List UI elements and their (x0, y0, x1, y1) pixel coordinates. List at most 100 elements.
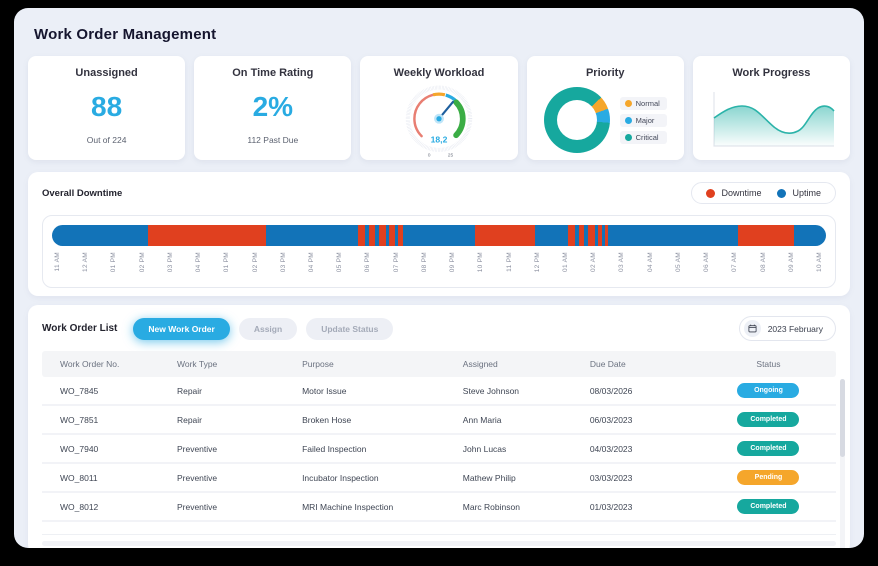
legend-label: Downtime (721, 188, 762, 198)
status-badge: Completed (737, 412, 800, 427)
table-row[interactable]: WO_7845 Repair Motor Issue Steve Johnson… (42, 377, 836, 406)
table-row[interactable]: WO_7851 Repair Broken Hose Ann Maria 06/… (42, 406, 836, 435)
time-label: 04 AM (646, 252, 654, 272)
time-label: 10 PM (477, 252, 485, 273)
downtime-segment (737, 225, 795, 246)
col-header[interactable]: Work Type (176, 359, 218, 369)
kpi-value: 88 (91, 91, 123, 122)
workload-gauge-chart: 18,2 0 25 (360, 81, 517, 168)
normal-dot-icon (624, 99, 632, 107)
downtime-segment (147, 225, 266, 246)
status-badge: Ongoing (737, 383, 800, 398)
downtime-segment (604, 225, 609, 246)
legend-item-critical[interactable]: Critical (619, 130, 667, 144)
downtime-segment (357, 225, 365, 246)
cell-due-date: 06/03/2023 (589, 414, 633, 425)
legend-item-uptime[interactable]: Uptime (777, 188, 821, 198)
time-label: 04 PM (308, 252, 315, 273)
table-row[interactable]: WO_8011 Preventive Incubator Inspection … (42, 464, 836, 493)
horizontal-scrollbar[interactable] (42, 541, 836, 546)
downtime-segment (568, 225, 576, 246)
empty-row (42, 522, 836, 535)
legend-item-normal[interactable]: Normal (619, 96, 667, 110)
time-label: 09 PM (449, 252, 457, 273)
time-label: 03 AM (618, 252, 626, 272)
calendar-icon (743, 320, 761, 337)
time-label: 01 PM (223, 252, 231, 273)
scrollbar-thumb[interactable] (840, 379, 845, 457)
legend-label: Uptime (792, 188, 821, 198)
col-header[interactable]: Assigned (462, 359, 498, 369)
cell-assigned: Marc Robinson (462, 501, 520, 512)
kpi-title: Priority (585, 67, 625, 79)
time-label: 03 PM (279, 252, 287, 273)
page-title: Work Order Management (34, 26, 217, 43)
priority-donut-chart (543, 87, 610, 153)
assign-button[interactable]: Assign (238, 317, 298, 340)
timeline-box: 11 AM 12 AM 01 PM 02 PM 03 PM 04 PM 01 PM 02 PM… (42, 215, 836, 288)
gauge-max-label: 25 (448, 152, 454, 158)
work-order-table: Work Order No. Work Type Purpose Assigne… (42, 351, 845, 548)
time-label: 11 PM (505, 252, 513, 272)
cell-due-date: 04/03/2023 (589, 443, 633, 454)
date-filter-value: 2023 February (767, 323, 823, 334)
update-status-button[interactable]: Update Status (306, 317, 394, 340)
time-label: 06 AM (703, 252, 711, 272)
kpi-card-on-time-rating: On Time Rating 2% 112 Past Due (194, 56, 352, 160)
table-header-row: Work Order No. Work Type Purpose Assigne… (42, 351, 836, 377)
uptime-dot-icon (777, 188, 787, 198)
kpi-card-weekly-workload: Weekly Workload 18,2 0 25 (360, 56, 518, 160)
timeline-labels: 11 AM 12 AM 01 PM 02 PM 03 PM 04 PM 01 PM 02 PM… (54, 249, 823, 287)
kpi-card-unassigned: Unassigned 88 Out of 224 (28, 56, 186, 160)
work-order-list-title: Work Order List (42, 323, 118, 334)
col-header[interactable]: Work Order No. (60, 359, 120, 369)
downtime-segment (369, 225, 375, 246)
status-badge: Completed (737, 499, 800, 514)
cell-work-type: Repair (176, 414, 203, 425)
critical-dot-icon (624, 133, 632, 141)
cell-purpose: Incubator Inspection (302, 472, 379, 483)
legend-item-major[interactable]: Major (619, 113, 667, 127)
col-header[interactable]: Due Date (589, 359, 626, 369)
date-filter[interactable]: 2023 February (738, 316, 836, 341)
table-row[interactable]: WO_7940 Preventive Failed Inspection Joh… (42, 435, 836, 464)
vertical-scrollbar[interactable] (840, 379, 845, 548)
downtime-title: Overall Downtime (42, 187, 123, 199)
kpi-title: On Time Rating (232, 67, 314, 79)
new-work-order-button[interactable]: New Work Order (133, 317, 230, 340)
kpi-row: Unassigned 88 Out of 224 On Time Rating … (24, 56, 854, 160)
priority-legend: Normal Major Critical (619, 96, 667, 144)
kpi-title: Weekly Workload (393, 67, 485, 79)
time-label: 08 AM (759, 252, 767, 272)
time-label: 08 PM (420, 252, 428, 273)
cell-work-order-no: WO_7940 (60, 443, 99, 454)
time-label: 02 PM (251, 252, 259, 273)
cell-assigned: Ann Maria (462, 414, 502, 425)
legend-item-downtime[interactable]: Downtime (706, 188, 761, 198)
cell-work-order-no: WO_8012 (60, 501, 99, 512)
kpi-card-work-progress: Work Progress (692, 56, 851, 161)
downtime-segment (587, 225, 595, 246)
col-header[interactable]: Status (756, 359, 781, 369)
cell-assigned: John Lucas (462, 443, 507, 454)
work-order-list-card: Work Order List New Work Order Assign Up… (28, 305, 850, 548)
downtime-segment (475, 225, 535, 246)
col-header[interactable]: Purpose (302, 359, 334, 369)
work-progress-area-chart (693, 86, 850, 161)
time-label: 12 AM (82, 252, 90, 272)
overall-downtime-card: Overall Downtime Downtime Uptime 11 AM 12… (28, 172, 850, 296)
time-label: 05 AM (674, 252, 682, 272)
cell-purpose: Broken Hose (302, 414, 352, 425)
cell-assigned: Steve Johnson (462, 385, 520, 396)
time-label: 11 AM (54, 252, 61, 272)
cell-work-type: Preventive (176, 501, 218, 512)
downtime-legend: Downtime Uptime (691, 182, 836, 204)
downtime-segment (597, 225, 603, 246)
cell-due-date: 03/03/2023 (589, 472, 633, 483)
kpi-card-priority: Priority Normal Major Critical (526, 56, 684, 160)
time-label: 12 PM (533, 252, 541, 273)
table-row[interactable]: WO_8012 Preventive MRI Machine Inspectio… (42, 493, 836, 522)
downtime-dot-icon (706, 188, 716, 198)
time-label: 07 AM (731, 252, 739, 272)
downtime-segment (378, 225, 386, 246)
